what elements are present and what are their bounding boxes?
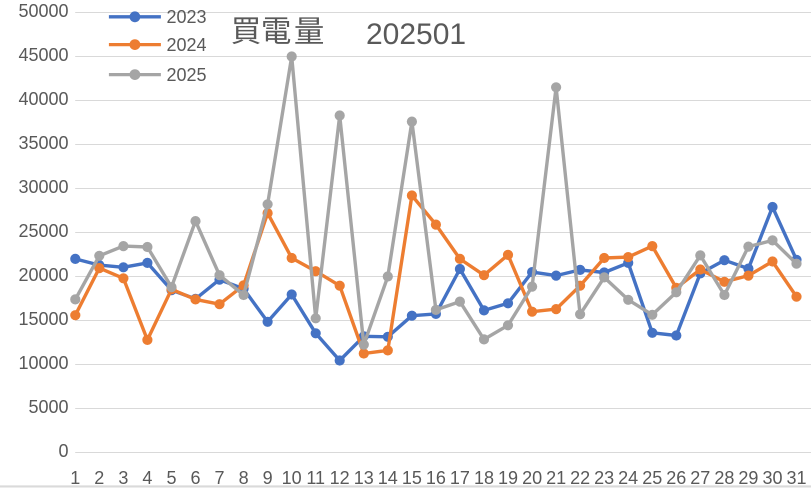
svg-text:45000: 45000 [18,45,68,65]
svg-text:3: 3 [118,468,128,488]
svg-text:18: 18 [474,468,494,488]
svg-text:5000: 5000 [28,397,68,417]
svg-text:40000: 40000 [18,89,68,109]
svg-text:6: 6 [190,468,200,488]
svg-text:25000: 25000 [18,221,68,241]
svg-text:11: 11 [306,468,325,488]
svg-text:2: 2 [94,468,104,488]
svg-text:2025: 2025 [167,65,207,85]
svg-text:14: 14 [378,468,398,488]
svg-text:50000: 50000 [18,1,68,21]
svg-text:27: 27 [690,468,710,488]
svg-text:29: 29 [738,468,758,488]
svg-text:30000: 30000 [18,177,68,197]
svg-text:21: 21 [546,468,566,488]
svg-text:26: 26 [666,468,686,488]
svg-text:20: 20 [522,468,542,488]
svg-text:15000: 15000 [18,309,68,329]
svg-text:5: 5 [166,468,176,488]
svg-text:13: 13 [354,468,374,488]
svg-text:1: 1 [70,468,80,488]
svg-text:2024: 2024 [167,35,207,55]
svg-text:22: 22 [570,468,590,488]
svg-text:0: 0 [58,441,68,461]
svg-text:25: 25 [642,468,662,488]
svg-text:9: 9 [263,468,273,488]
svg-text:31: 31 [786,468,806,488]
svg-text:10000: 10000 [18,353,68,373]
svg-text:12: 12 [330,468,350,488]
svg-text:8: 8 [239,468,249,488]
svg-text:28: 28 [714,468,734,488]
svg-text:17: 17 [450,468,470,488]
svg-text:7: 7 [214,468,224,488]
svg-text:4: 4 [142,468,152,488]
svg-text:23: 23 [594,468,614,488]
svg-text:10: 10 [282,468,302,488]
svg-text:202501: 202501 [366,18,466,51]
svg-text:15: 15 [402,468,422,488]
svg-text:20000: 20000 [18,265,68,285]
svg-text:24: 24 [618,468,638,488]
svg-text:30: 30 [762,468,782,488]
svg-text:2023: 2023 [167,7,207,27]
svg-text:16: 16 [426,468,446,488]
svg-text:19: 19 [498,468,518,488]
svg-text:35000: 35000 [18,133,68,153]
